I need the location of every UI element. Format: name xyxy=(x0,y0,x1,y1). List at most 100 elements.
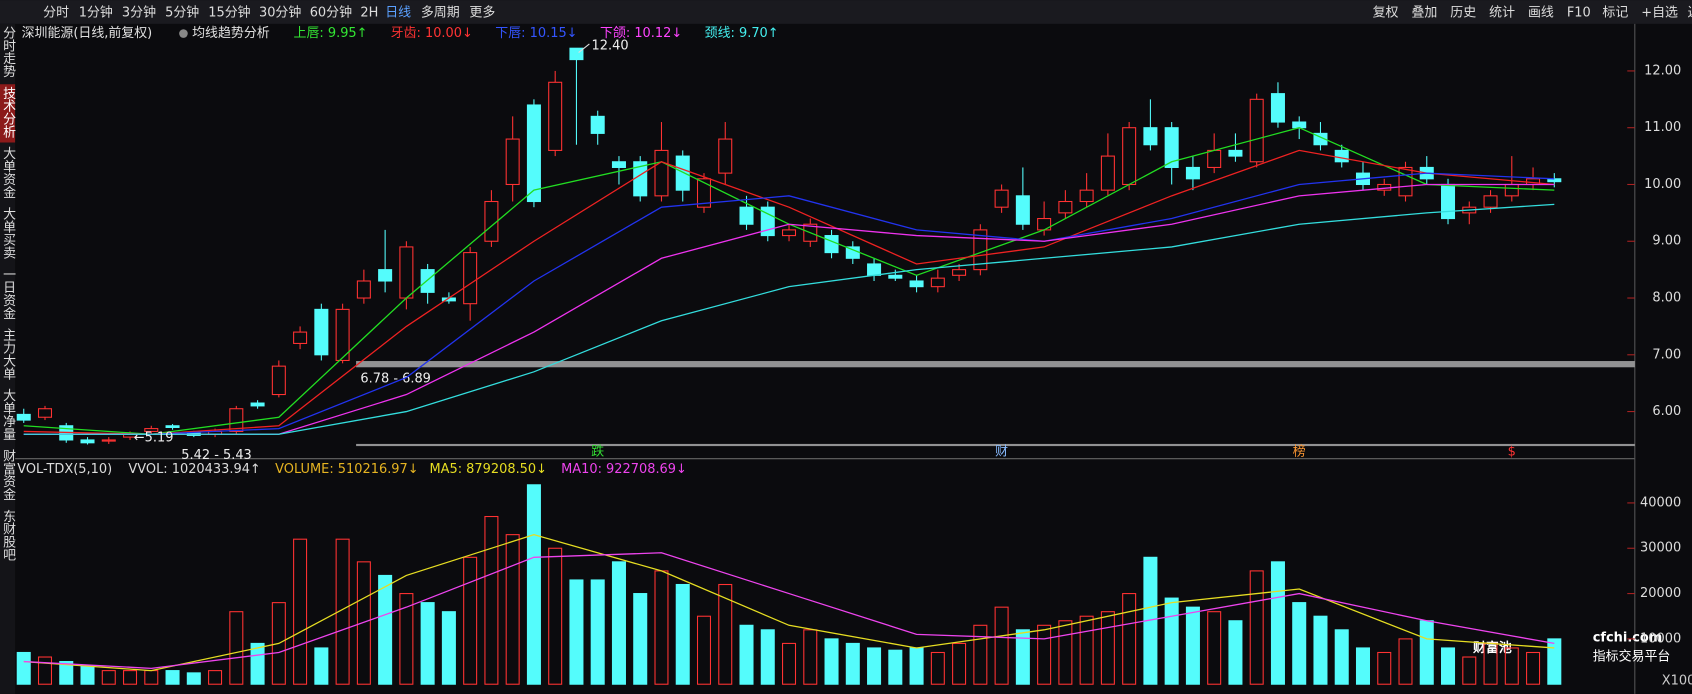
sidebar-tab[interactable]: 大单买卖 xyxy=(0,207,15,259)
ma-legend: 牙齿: 10.00↓ xyxy=(391,26,473,41)
candle-body xyxy=(548,81,563,151)
support-zone xyxy=(356,361,1635,368)
toolbar-button[interactable]: 统计 xyxy=(1489,6,1515,21)
toolbar-button[interactable]: 画线 xyxy=(1528,6,1554,21)
sidebar-tab[interactable]: 分时走势 xyxy=(0,26,15,79)
volume-bar xyxy=(165,670,180,685)
candle-body xyxy=(718,138,733,174)
candle-body xyxy=(314,308,329,356)
candle-body xyxy=(1122,127,1137,186)
candle-body xyxy=(1207,149,1222,168)
volume-bar xyxy=(399,593,414,685)
candle-body xyxy=(293,331,308,344)
volume-bar xyxy=(463,556,478,685)
volume-bar xyxy=(1164,597,1179,685)
toolbar-tab[interactable]: 60分钟 xyxy=(310,5,352,21)
volume-bar xyxy=(378,574,393,685)
volume-bar xyxy=(1419,620,1434,685)
volume-ma-line xyxy=(23,552,1555,670)
volume-bar xyxy=(824,638,839,685)
volume-bar xyxy=(1079,615,1094,685)
sidebar-tab[interactable]: 大单净量 xyxy=(0,389,15,441)
toolbar-tab[interactable]: 更多 xyxy=(469,6,495,21)
volume-bar xyxy=(803,629,818,685)
event-marker[interactable]: 榜 xyxy=(1293,444,1306,460)
toolbar-button[interactable]: 返回 xyxy=(1688,6,1692,21)
toolbar-tab[interactable]: 日线 xyxy=(385,6,411,21)
volume-bar xyxy=(994,606,1009,685)
toolbar-button[interactable]: 历史 xyxy=(1450,6,1476,21)
toolbar-tab[interactable]: 3分钟 xyxy=(122,5,156,21)
volume-legend: VOLUME: 510216.97↓ xyxy=(275,462,418,477)
volume-ma-line xyxy=(23,533,1555,672)
candle-body xyxy=(420,269,435,293)
volume-bar xyxy=(293,538,308,685)
volume-bar xyxy=(1037,624,1052,685)
sidebar-tab[interactable]: 技术分析 xyxy=(0,86,15,138)
toolbar-tab[interactable]: 15分钟 xyxy=(208,5,250,21)
volume-bar xyxy=(760,629,775,685)
volume-tick-label: 20000 xyxy=(1640,586,1681,601)
volume-bar xyxy=(1355,647,1371,685)
sidebar-tab[interactable]: 一日资金 xyxy=(0,268,15,320)
toolbar-button[interactable]: 复权 xyxy=(1373,5,1399,21)
support-zone xyxy=(356,443,1635,447)
candle-body xyxy=(1228,149,1243,157)
volume-bar xyxy=(611,561,626,685)
toolbar-button[interactable]: F10 xyxy=(1567,6,1591,21)
candle-body xyxy=(611,161,626,168)
volume-bar xyxy=(845,642,860,685)
sidebar-tab[interactable]: 财富资金 xyxy=(0,449,15,501)
high-label: 12.40 xyxy=(592,39,629,54)
volume-bar xyxy=(37,656,53,685)
y-tick-label: 10.00 xyxy=(1644,177,1681,192)
candle-body xyxy=(526,104,541,203)
ma-line xyxy=(23,203,1555,435)
y-tick-label: 9.00 xyxy=(1652,234,1681,249)
event-marker[interactable]: $ xyxy=(1508,445,1516,460)
volume-legend: VOL-TDX(5,10) xyxy=(17,462,112,477)
candle-body xyxy=(229,408,244,432)
watermark-site: cfchi.com xyxy=(1593,630,1663,645)
volume-bar xyxy=(782,642,797,685)
candle-body xyxy=(782,229,797,237)
volume-bar xyxy=(505,534,520,685)
sidebar-tab[interactable]: 主力大单 xyxy=(0,328,15,380)
toolbar-tab[interactable]: 2H xyxy=(360,6,378,21)
indicator-icon xyxy=(179,29,188,38)
candle-body xyxy=(80,439,95,444)
toolbar-button[interactable]: +自选 xyxy=(1641,6,1678,21)
volume-bar xyxy=(1334,629,1349,685)
candle-body xyxy=(675,155,690,191)
volume-bar xyxy=(909,647,924,685)
volume-bar xyxy=(1292,602,1307,685)
volume-bar xyxy=(952,642,967,685)
toolbar-button[interactable]: 标记 xyxy=(1602,6,1628,21)
watermark-slogan: 指标交易平台 xyxy=(1593,649,1671,665)
volume-bar xyxy=(1100,611,1115,685)
high-flag xyxy=(578,43,590,53)
candle-body xyxy=(1313,132,1328,146)
candle-body xyxy=(378,269,393,282)
toolbar-tab[interactable]: 多周期 xyxy=(421,6,460,21)
candle-body xyxy=(1164,127,1179,168)
toolbar-tab[interactable]: 分时 xyxy=(43,6,69,21)
toolbar-button[interactable]: 叠加 xyxy=(1411,6,1437,21)
toolbar-tab[interactable]: 5分钟 xyxy=(165,5,199,21)
volume-bar xyxy=(973,624,988,685)
candle-body xyxy=(37,408,53,418)
candle-body xyxy=(952,269,967,276)
volume-bar xyxy=(867,647,882,685)
volume-bar xyxy=(526,484,541,685)
event-marker[interactable]: 财 xyxy=(995,445,1008,460)
toolbar-tab[interactable]: 30分钟 xyxy=(259,5,301,21)
sidebar-tab[interactable]: 东财股吧 xyxy=(0,509,15,561)
sidebar-tab[interactable]: 大单资金 xyxy=(0,147,15,199)
candle-body xyxy=(1079,189,1094,203)
event-marker[interactable]: 跌 xyxy=(591,444,604,460)
volume-bar xyxy=(675,583,690,685)
toolbar-tab[interactable]: 1分钟 xyxy=(79,5,113,21)
volume-bar xyxy=(271,602,286,685)
candle-body xyxy=(590,115,605,134)
